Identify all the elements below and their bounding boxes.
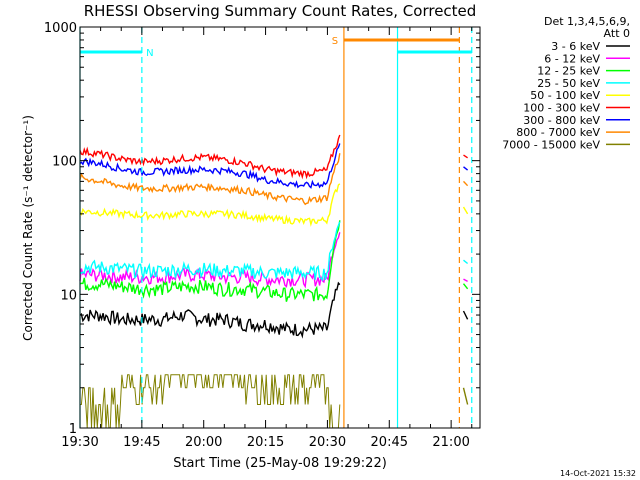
legend-header-line-2: Att 0 <box>604 27 630 40</box>
y-tick-label: 10 <box>60 288 77 303</box>
series-post-gap-100-300-kev <box>463 154 468 159</box>
axes: 1 10 100 1000 19:30 19:45 20:00 20:15 20:30 20:45… <box>44 21 481 450</box>
legend-entry-800-7000-kev: 800 - 7000 keV <box>516 126 600 139</box>
annotation-label-s: S <box>332 36 338 47</box>
legend-entry-12-25-kev: 12 - 25 keV <box>537 65 600 78</box>
legend-entry-25-50-kev: 25 - 50 keV <box>537 77 600 90</box>
x-tick-label: 19:45 <box>123 435 160 450</box>
legend-entry-300-800-kev: 300 - 800 keV <box>523 114 600 127</box>
legend-entry-7000-15000-kev: 7000 - 15000 keV <box>502 138 600 151</box>
series-line-50-100-kev <box>79 183 341 227</box>
plot-frame <box>79 26 481 429</box>
x-tick-label: 20:45 <box>371 435 408 450</box>
annotation-label-n: N <box>146 48 153 59</box>
series-line-25-50-kev <box>79 221 341 282</box>
series-post-gap-50-100-kev <box>462 206 469 215</box>
series-post-gap-7000-15000-kev <box>462 387 469 405</box>
legend-entry-6-12-kev: 6 - 12 keV <box>544 52 600 65</box>
series-post-gap-12-25-kev <box>462 283 469 290</box>
legend-entry-50-100-kev: 50 - 100 keV <box>530 89 600 102</box>
y-tick-label: 1000 <box>44 21 77 36</box>
series-post-gap-300-800-kev <box>463 166 469 171</box>
y-tick-label: 1 <box>69 422 77 437</box>
x-tick-label: 21:00 <box>432 435 469 450</box>
legend-entry-3-6-kev: 3 - 6 keV <box>551 40 600 53</box>
x-tick-label: 20:15 <box>247 435 284 450</box>
x-tick-label: 19:30 <box>61 435 98 450</box>
series-line-12-25-kev <box>79 220 341 302</box>
series-line-6-12-kev <box>79 232 341 289</box>
y-tick-label: 100 <box>52 155 77 170</box>
series-line-100-300-kev <box>79 134 341 180</box>
series-post-gap-3-6-kev <box>462 310 469 320</box>
series-line-300-800-kev <box>79 143 341 189</box>
series-post-gap-25-50-kev <box>463 259 469 265</box>
x-tick-label: 20:00 <box>185 435 222 450</box>
series-post-gap-800-7000-kev <box>462 180 469 187</box>
y-axis-label: Corrected Count Rate (s⁻¹ detector⁻¹) <box>21 115 35 341</box>
series-line-3-6-kev <box>79 281 341 339</box>
series-line-800-7000-kev <box>79 153 341 206</box>
series-post-gap-6-12-kev <box>463 278 468 283</box>
series-line-7000-15000-kev <box>80 374 341 429</box>
legend-entry-100-300-kev: 100 - 300 keV <box>523 102 600 115</box>
chart-title: RHESSI Observing Summary Count Rates, Co… <box>84 2 477 20</box>
legend-header-line-1: Det 1,3,4,5,6,9, <box>544 15 630 28</box>
timestamp-footer: 14-Oct-2021 15:32 <box>560 469 636 478</box>
x-tick-label: 20:30 <box>309 435 346 450</box>
x-axis-label: Start Time (25-May-08 19:29:22) <box>173 456 387 471</box>
